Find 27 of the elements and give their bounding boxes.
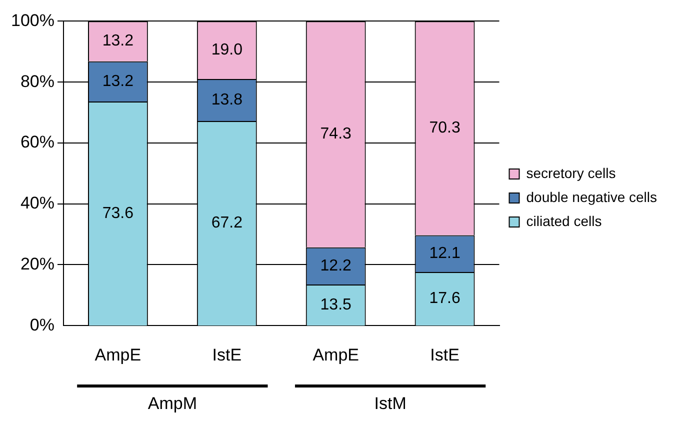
- legend-label: secretory cells: [526, 164, 616, 181]
- legend-label: double negative cells: [526, 188, 658, 205]
- x-tick-label: AmpE: [94, 345, 142, 364]
- data-label: 74.3: [320, 126, 352, 143]
- x-tick-label: IstE: [430, 345, 460, 364]
- x-tick-label: AmpE: [312, 345, 359, 364]
- data-label: 13.2: [102, 32, 134, 50]
- data-label: 73.6: [102, 204, 134, 222]
- y-tick-label: 20%: [20, 254, 54, 274]
- text: IstM: [374, 394, 406, 414]
- y-tick-label: 0%: [30, 315, 54, 334]
- data-label: 12.1: [429, 245, 460, 262]
- data-label: 12.2: [320, 257, 352, 274]
- legend-label: ciliated cells: [526, 212, 602, 229]
- data-label: 67.2: [211, 214, 243, 232]
- y-tick-label: 40%: [20, 194, 54, 213]
- data-label: 13.8: [211, 91, 243, 108]
- y-tick-label: 80%: [20, 72, 54, 91]
- data-label: 13.5: [320, 296, 352, 314]
- y-tick-label: 100%: [10, 10, 54, 30]
- data-label: 19.0: [211, 42, 243, 59]
- y-tick-label: 60%: [20, 132, 54, 152]
- x-tick-label: IstE: [212, 345, 242, 364]
- text: AmpM: [148, 394, 197, 414]
- data-label: 17.6: [429, 290, 460, 308]
- data-label: 13.2: [102, 72, 134, 90]
- data-label: 70.3: [429, 120, 460, 137]
